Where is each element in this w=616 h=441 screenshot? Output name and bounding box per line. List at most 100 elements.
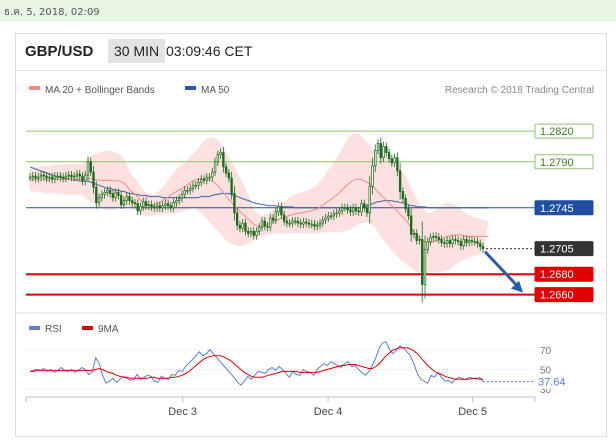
- candle-body: [401, 191, 405, 199]
- rsi-last-label-box: [535, 374, 575, 389]
- candle-body: [45, 175, 48, 179]
- candle-body: [84, 174, 87, 182]
- candle-body: [92, 171, 95, 188]
- candle-body: [318, 222, 322, 226]
- candle-body: [421, 239, 424, 285]
- level-label-box-1.2660: [534, 287, 594, 303]
- candle-body: [56, 175, 59, 178]
- candle-body: [103, 192, 106, 195]
- candle-body: [396, 157, 399, 172]
- candle-body: [255, 230, 258, 236]
- candle-body: [329, 215, 333, 218]
- chart-canvas: MA 20 + Bollinger Bands MA 50 Research ©…: [16, 85, 606, 418]
- candle-body: [97, 197, 101, 204]
- candle-body: [481, 246, 485, 250]
- level-label-1.2660: 1.2660: [540, 290, 574, 302]
- candle-body: [443, 242, 446, 244]
- candle-body: [305, 221, 308, 224]
- candle-body: [50, 176, 54, 180]
- candle-body: [415, 232, 418, 241]
- level-label-box-1.2680: [534, 266, 594, 282]
- candle-body: [114, 192, 117, 198]
- candle-body: [340, 207, 344, 212]
- candle-body: [468, 240, 471, 243]
- candle-body: [470, 240, 474, 242]
- candle-body: [202, 178, 206, 181]
- candle-body: [285, 220, 289, 224]
- level-label-1.2790: 1.2790: [540, 157, 574, 169]
- candle-body: [354, 207, 358, 212]
- candle-body: [321, 219, 324, 224]
- candle-body: [73, 175, 76, 178]
- timeframe-button[interactable]: 30 MIN: [108, 39, 166, 63]
- candle-body: [299, 222, 302, 225]
- candle-body: [327, 215, 330, 219]
- candle-body: [161, 205, 164, 209]
- candle-body: [31, 175, 34, 178]
- candle-body: [95, 186, 98, 204]
- candle-body: [224, 166, 228, 174]
- candle-body: [454, 239, 457, 241]
- candle-body: [404, 198, 407, 210]
- candle-body: [169, 205, 173, 209]
- candle-body: [158, 205, 161, 209]
- candle-body: [119, 195, 123, 206]
- candle-body: [42, 174, 45, 177]
- candle-body: [186, 190, 189, 192]
- x-tick-label: Dec 4: [314, 406, 343, 418]
- candle-body: [194, 184, 197, 187]
- candle-body: [291, 220, 294, 224]
- rsi-tick-70: 70: [540, 346, 552, 357]
- candle-body: [349, 209, 352, 213]
- candle-body: [288, 222, 291, 225]
- candle-body: [451, 239, 454, 244]
- candle-body: [238, 224, 242, 229]
- candle-body: [263, 220, 266, 227]
- candle-body: [28, 176, 32, 179]
- candle-body: [153, 206, 156, 209]
- candle-body: [81, 175, 84, 182]
- currency-pair: GBP/USD: [25, 43, 94, 60]
- candle-body: [365, 207, 369, 214]
- candle-body: [335, 212, 338, 215]
- candle-body: [249, 230, 253, 234]
- candle-body: [274, 211, 278, 221]
- candle-body: [363, 203, 366, 209]
- candle-body: [86, 161, 90, 176]
- candle-body: [78, 173, 81, 177]
- candle-body: [53, 175, 57, 180]
- level-label-box-1.2705: [534, 241, 594, 257]
- candle-body: [302, 221, 305, 225]
- candle-body: [233, 193, 236, 214]
- forecast-arrow-shaft: [483, 250, 520, 288]
- candle-body: [398, 170, 402, 192]
- candle-body: [89, 161, 92, 173]
- candle-body: [440, 239, 443, 243]
- candle-body: [296, 220, 300, 224]
- ma50-legend-swatch: [185, 86, 196, 90]
- rsi-tick-30: 30: [540, 385, 552, 396]
- ma20-legend-swatch: [29, 86, 40, 90]
- ma20-legend-label: MA 20 + Bollinger Bands: [45, 85, 155, 96]
- legend: MA 20 + Bollinger Bands MA 50 Research ©…: [29, 85, 594, 96]
- candle-body: [241, 222, 244, 229]
- candle-body: [280, 206, 283, 216]
- candle-body: [382, 146, 385, 159]
- level-label-box-1.2790: [534, 154, 594, 170]
- candle-body: [462, 239, 465, 246]
- candle-body: [371, 165, 374, 187]
- level-label-1.2745: 1.2745: [540, 203, 574, 215]
- candle-body: [258, 226, 261, 232]
- level-label-box-1.2820: [534, 123, 594, 139]
- candle-body: [208, 176, 211, 179]
- candle-body: [197, 181, 200, 186]
- rsi-tick-50: 50: [540, 365, 552, 376]
- ma9-legend-swatch: [82, 326, 93, 330]
- candle-body: [189, 188, 192, 191]
- candle-body: [142, 201, 145, 208]
- candle-body: [191, 184, 195, 189]
- candle-body: [266, 225, 269, 228]
- candle-body: [150, 204, 153, 208]
- candle-body: [459, 241, 463, 246]
- chart-frame: GBP/USD 30 MIN 03:09:46 CET MA 20 + Boll…: [15, 33, 607, 437]
